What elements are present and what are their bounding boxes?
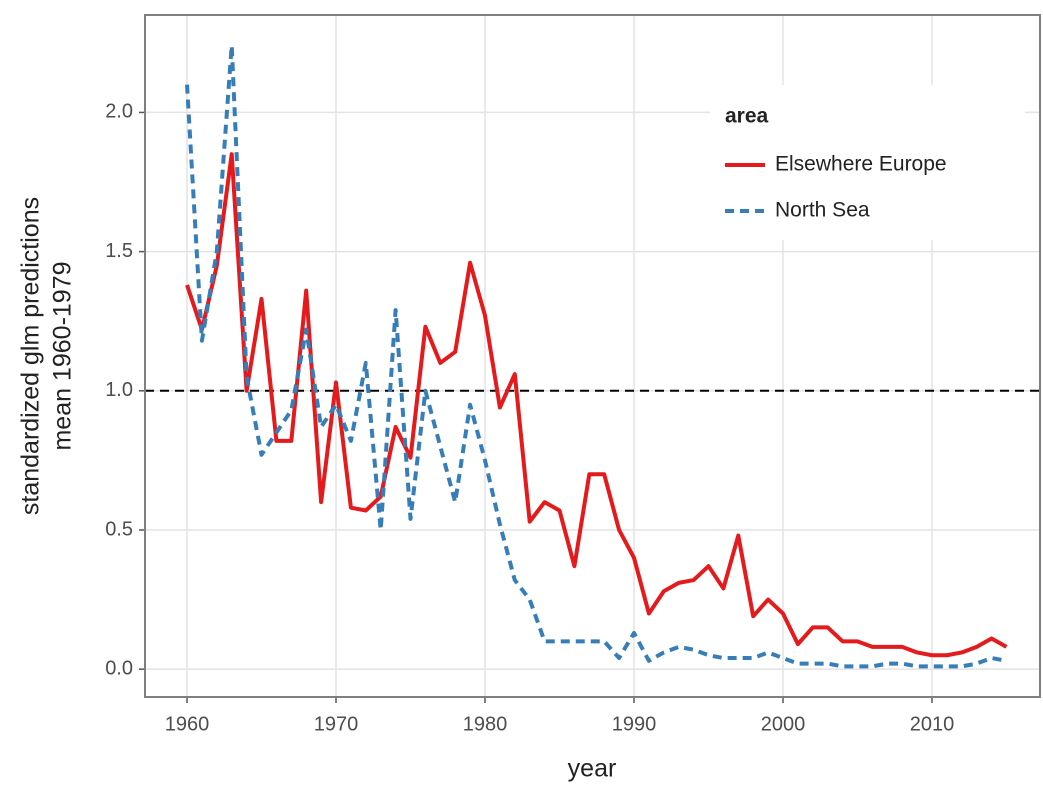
legend-label: North Sea: [775, 199, 870, 222]
y-tick-label: 2.0: [105, 101, 133, 123]
x-axis-title: year: [568, 755, 617, 783]
legend-title: area: [725, 105, 769, 128]
data-line: [185, 152, 1008, 658]
y-tick-label: 0.5: [105, 518, 133, 540]
y-tick-label: 1.0: [105, 379, 133, 401]
legend-label: Elsewhere Europe: [775, 153, 947, 176]
x-tick-label: 1970: [314, 713, 359, 735]
y-tick-label: 1.5: [105, 240, 133, 262]
x-tick-label: 1990: [612, 713, 657, 735]
y-axis-title: mean 1960-1979: [49, 261, 77, 450]
y-tick-label: 0.0: [105, 657, 133, 679]
x-tick-label: 1960: [165, 713, 210, 735]
y-axis-title: standardized glm predictions: [17, 197, 45, 515]
x-tick-label: 1980: [463, 713, 508, 735]
x-tick-label: 2000: [761, 713, 806, 735]
data-line: [185, 43, 1007, 669]
legend: area Elsewhere Europe North Sea: [710, 85, 1025, 240]
x-tick-label: 2010: [910, 713, 955, 735]
plot-border: [144, 14, 1041, 698]
legend-background: [710, 85, 1025, 240]
